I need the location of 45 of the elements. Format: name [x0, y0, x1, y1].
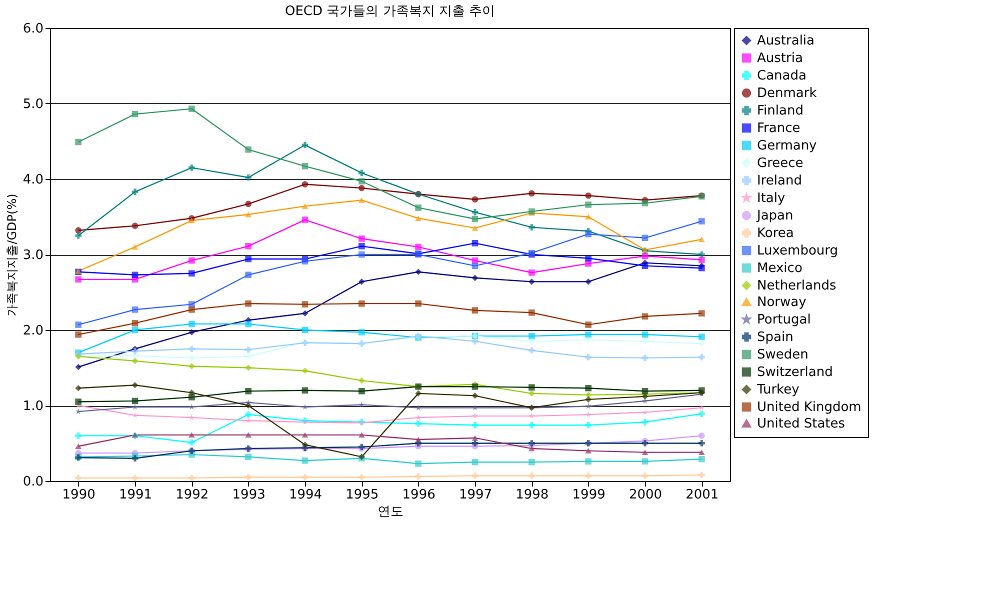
y-tick-label: 0.0	[22, 474, 44, 490]
legend-label: Mexico	[757, 261, 802, 276]
x-tick-label: 1994	[288, 488, 322, 502]
x-tick-label: 1990	[62, 488, 96, 502]
y-tick-label: 4.0	[22, 172, 44, 188]
x-tick-label: 1996	[402, 488, 436, 502]
legend-label: Finland	[757, 104, 804, 118]
y-tick-label: 1.0	[22, 399, 44, 414]
legend-label: Spain	[757, 330, 794, 345]
legend-label: Netherlands	[757, 278, 836, 294]
legend-label: Ireland	[757, 174, 802, 188]
x-tick-label: 1992	[176, 488, 209, 502]
x-tick-label: 1991	[118, 488, 152, 502]
legend-label: Australia	[757, 34, 815, 48]
legend-label: Sweden	[757, 348, 808, 362]
legend-label: Turkey	[756, 382, 800, 398]
legend-label: Korea	[757, 226, 794, 241]
x-tick-label: 1997	[458, 488, 492, 502]
legend-label: France	[757, 121, 800, 136]
legend-label: Switzerland	[757, 365, 833, 380]
y-tick-label: 5.0	[22, 97, 44, 112]
legend-label: Portugal	[757, 312, 811, 328]
x-tick-label: 1993	[232, 488, 266, 502]
y-tick-label: 6.0	[22, 22, 44, 36]
legend-label: Norway	[757, 295, 807, 310]
x-tick-label: 2001	[686, 488, 719, 502]
y-tick-label: 3.0	[22, 248, 44, 263]
legend-label: Italy	[757, 191, 786, 206]
legend-label: Japan	[756, 208, 794, 224]
x-tick-label: 1999	[572, 488, 606, 502]
legend-label: United States	[757, 416, 846, 432]
legend-label: Denmark	[757, 86, 818, 101]
legend-label: Luxembourg	[757, 244, 838, 258]
legend-label: Germany	[757, 138, 818, 154]
x-tick-label: 1995	[346, 488, 379, 502]
x-tick-label: 2000	[628, 488, 662, 502]
x-tick-label: 1998	[516, 488, 549, 502]
legend-label: Canada	[757, 68, 806, 84]
legend-label: Greece	[757, 156, 804, 171]
y-axis-title: 가족복지지출/GDP(%)	[4, 194, 19, 316]
chart-title: OECD 국가들의 가족복지 지출 추이	[284, 4, 496, 19]
x-axis-title: 연도	[378, 504, 404, 520]
legend-label: Austria	[757, 51, 803, 66]
legend-label: United Kingdom	[757, 400, 862, 415]
y-tick-label: 2.0	[22, 324, 44, 338]
